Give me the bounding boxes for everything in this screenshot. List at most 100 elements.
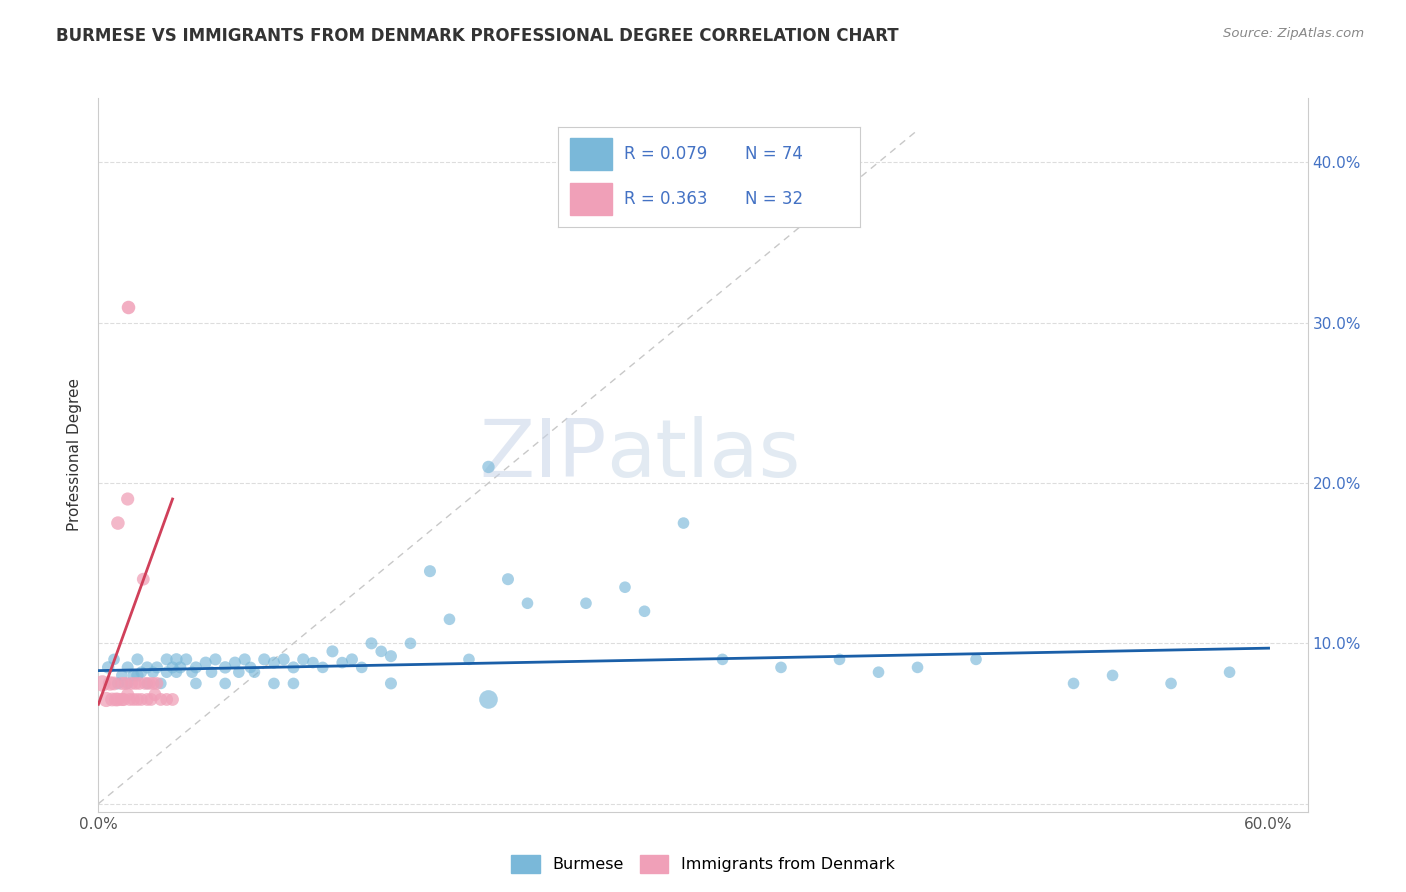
- Point: [200, 665, 222, 680]
- Point: [380, 676, 402, 690]
- Text: R = 0.363: R = 0.363: [624, 190, 707, 208]
- Point: [907, 660, 929, 674]
- Point: [169, 660, 191, 674]
- Point: [1101, 668, 1123, 682]
- Point: [283, 660, 305, 674]
- Point: [121, 676, 143, 690]
- Point: [138, 676, 160, 690]
- Point: [112, 692, 135, 706]
- Point: [496, 572, 519, 586]
- Point: [139, 692, 162, 706]
- Point: [174, 652, 197, 666]
- Point: [243, 665, 266, 680]
- Point: [711, 652, 734, 666]
- Point: [111, 692, 134, 706]
- Point: [146, 660, 169, 674]
- Text: BURMESE VS IMMIGRANTS FROM DENMARK PROFESSIONAL DEGREE CORRELATION CHART: BURMESE VS IMMIGRANTS FROM DENMARK PROFE…: [56, 27, 898, 45]
- Point: [136, 692, 159, 706]
- Point: [340, 652, 363, 666]
- Point: [302, 656, 325, 670]
- Point: [184, 660, 207, 674]
- Point: [122, 668, 145, 682]
- Point: [143, 688, 166, 702]
- Point: [633, 604, 655, 618]
- Point: [98, 676, 121, 690]
- Point: [136, 660, 159, 674]
- Point: [1063, 676, 1085, 690]
- Point: [253, 652, 276, 666]
- Point: [111, 668, 134, 682]
- Point: [283, 676, 305, 690]
- Point: [439, 612, 461, 626]
- Point: [149, 676, 172, 690]
- Point: [118, 692, 141, 706]
- Point: [184, 676, 207, 690]
- Point: [117, 688, 139, 702]
- Point: [146, 676, 169, 690]
- Point: [103, 652, 125, 666]
- Point: [156, 665, 179, 680]
- Point: [360, 636, 382, 650]
- Point: [162, 692, 184, 706]
- Point: [312, 660, 335, 674]
- Point: [965, 652, 987, 666]
- Y-axis label: Professional Degree: Professional Degree: [67, 378, 83, 532]
- Bar: [569, 137, 613, 169]
- Point: [127, 692, 149, 706]
- Text: N = 74: N = 74: [745, 145, 803, 162]
- Text: N = 32: N = 32: [745, 190, 803, 208]
- Point: [769, 660, 792, 674]
- Text: ZIP: ZIP: [479, 416, 606, 494]
- Point: [516, 596, 538, 610]
- Point: [477, 459, 499, 474]
- Point: [292, 652, 315, 666]
- Point: [194, 656, 217, 670]
- Point: [131, 692, 153, 706]
- Point: [117, 491, 139, 506]
- Point: [131, 665, 153, 680]
- Legend: Burmese, Immigrants from Denmark: Burmese, Immigrants from Denmark: [505, 848, 901, 880]
- Point: [107, 692, 129, 706]
- Point: [214, 660, 236, 674]
- Point: [117, 300, 139, 314]
- Point: [128, 676, 150, 690]
- Point: [156, 692, 179, 706]
- Point: [330, 656, 353, 670]
- Point: [114, 676, 136, 690]
- Point: [263, 676, 285, 690]
- Point: [868, 665, 890, 680]
- Point: [181, 665, 204, 680]
- Point: [214, 676, 236, 690]
- Point: [263, 656, 285, 670]
- Point: [380, 649, 402, 664]
- Point: [117, 676, 139, 690]
- Point: [1160, 676, 1182, 690]
- Point: [477, 692, 499, 706]
- Point: [321, 644, 343, 658]
- Point: [91, 676, 114, 690]
- Point: [239, 660, 262, 674]
- Point: [127, 652, 149, 666]
- Point: [149, 692, 172, 706]
- Point: [370, 644, 392, 658]
- Point: [156, 652, 179, 666]
- Point: [233, 652, 256, 666]
- Point: [828, 652, 851, 666]
- Point: [228, 665, 250, 680]
- Point: [350, 660, 373, 674]
- Point: [104, 692, 127, 706]
- Point: [111, 676, 134, 690]
- Text: Source: ZipAtlas.com: Source: ZipAtlas.com: [1223, 27, 1364, 40]
- Point: [134, 676, 156, 690]
- Point: [96, 692, 118, 706]
- Point: [162, 660, 184, 674]
- Text: atlas: atlas: [606, 416, 800, 494]
- Point: [1219, 665, 1241, 680]
- Point: [101, 692, 124, 706]
- Point: [614, 580, 637, 594]
- Point: [127, 668, 149, 682]
- Point: [575, 596, 598, 610]
- Point: [142, 676, 165, 690]
- Point: [224, 656, 246, 670]
- Point: [142, 665, 165, 680]
